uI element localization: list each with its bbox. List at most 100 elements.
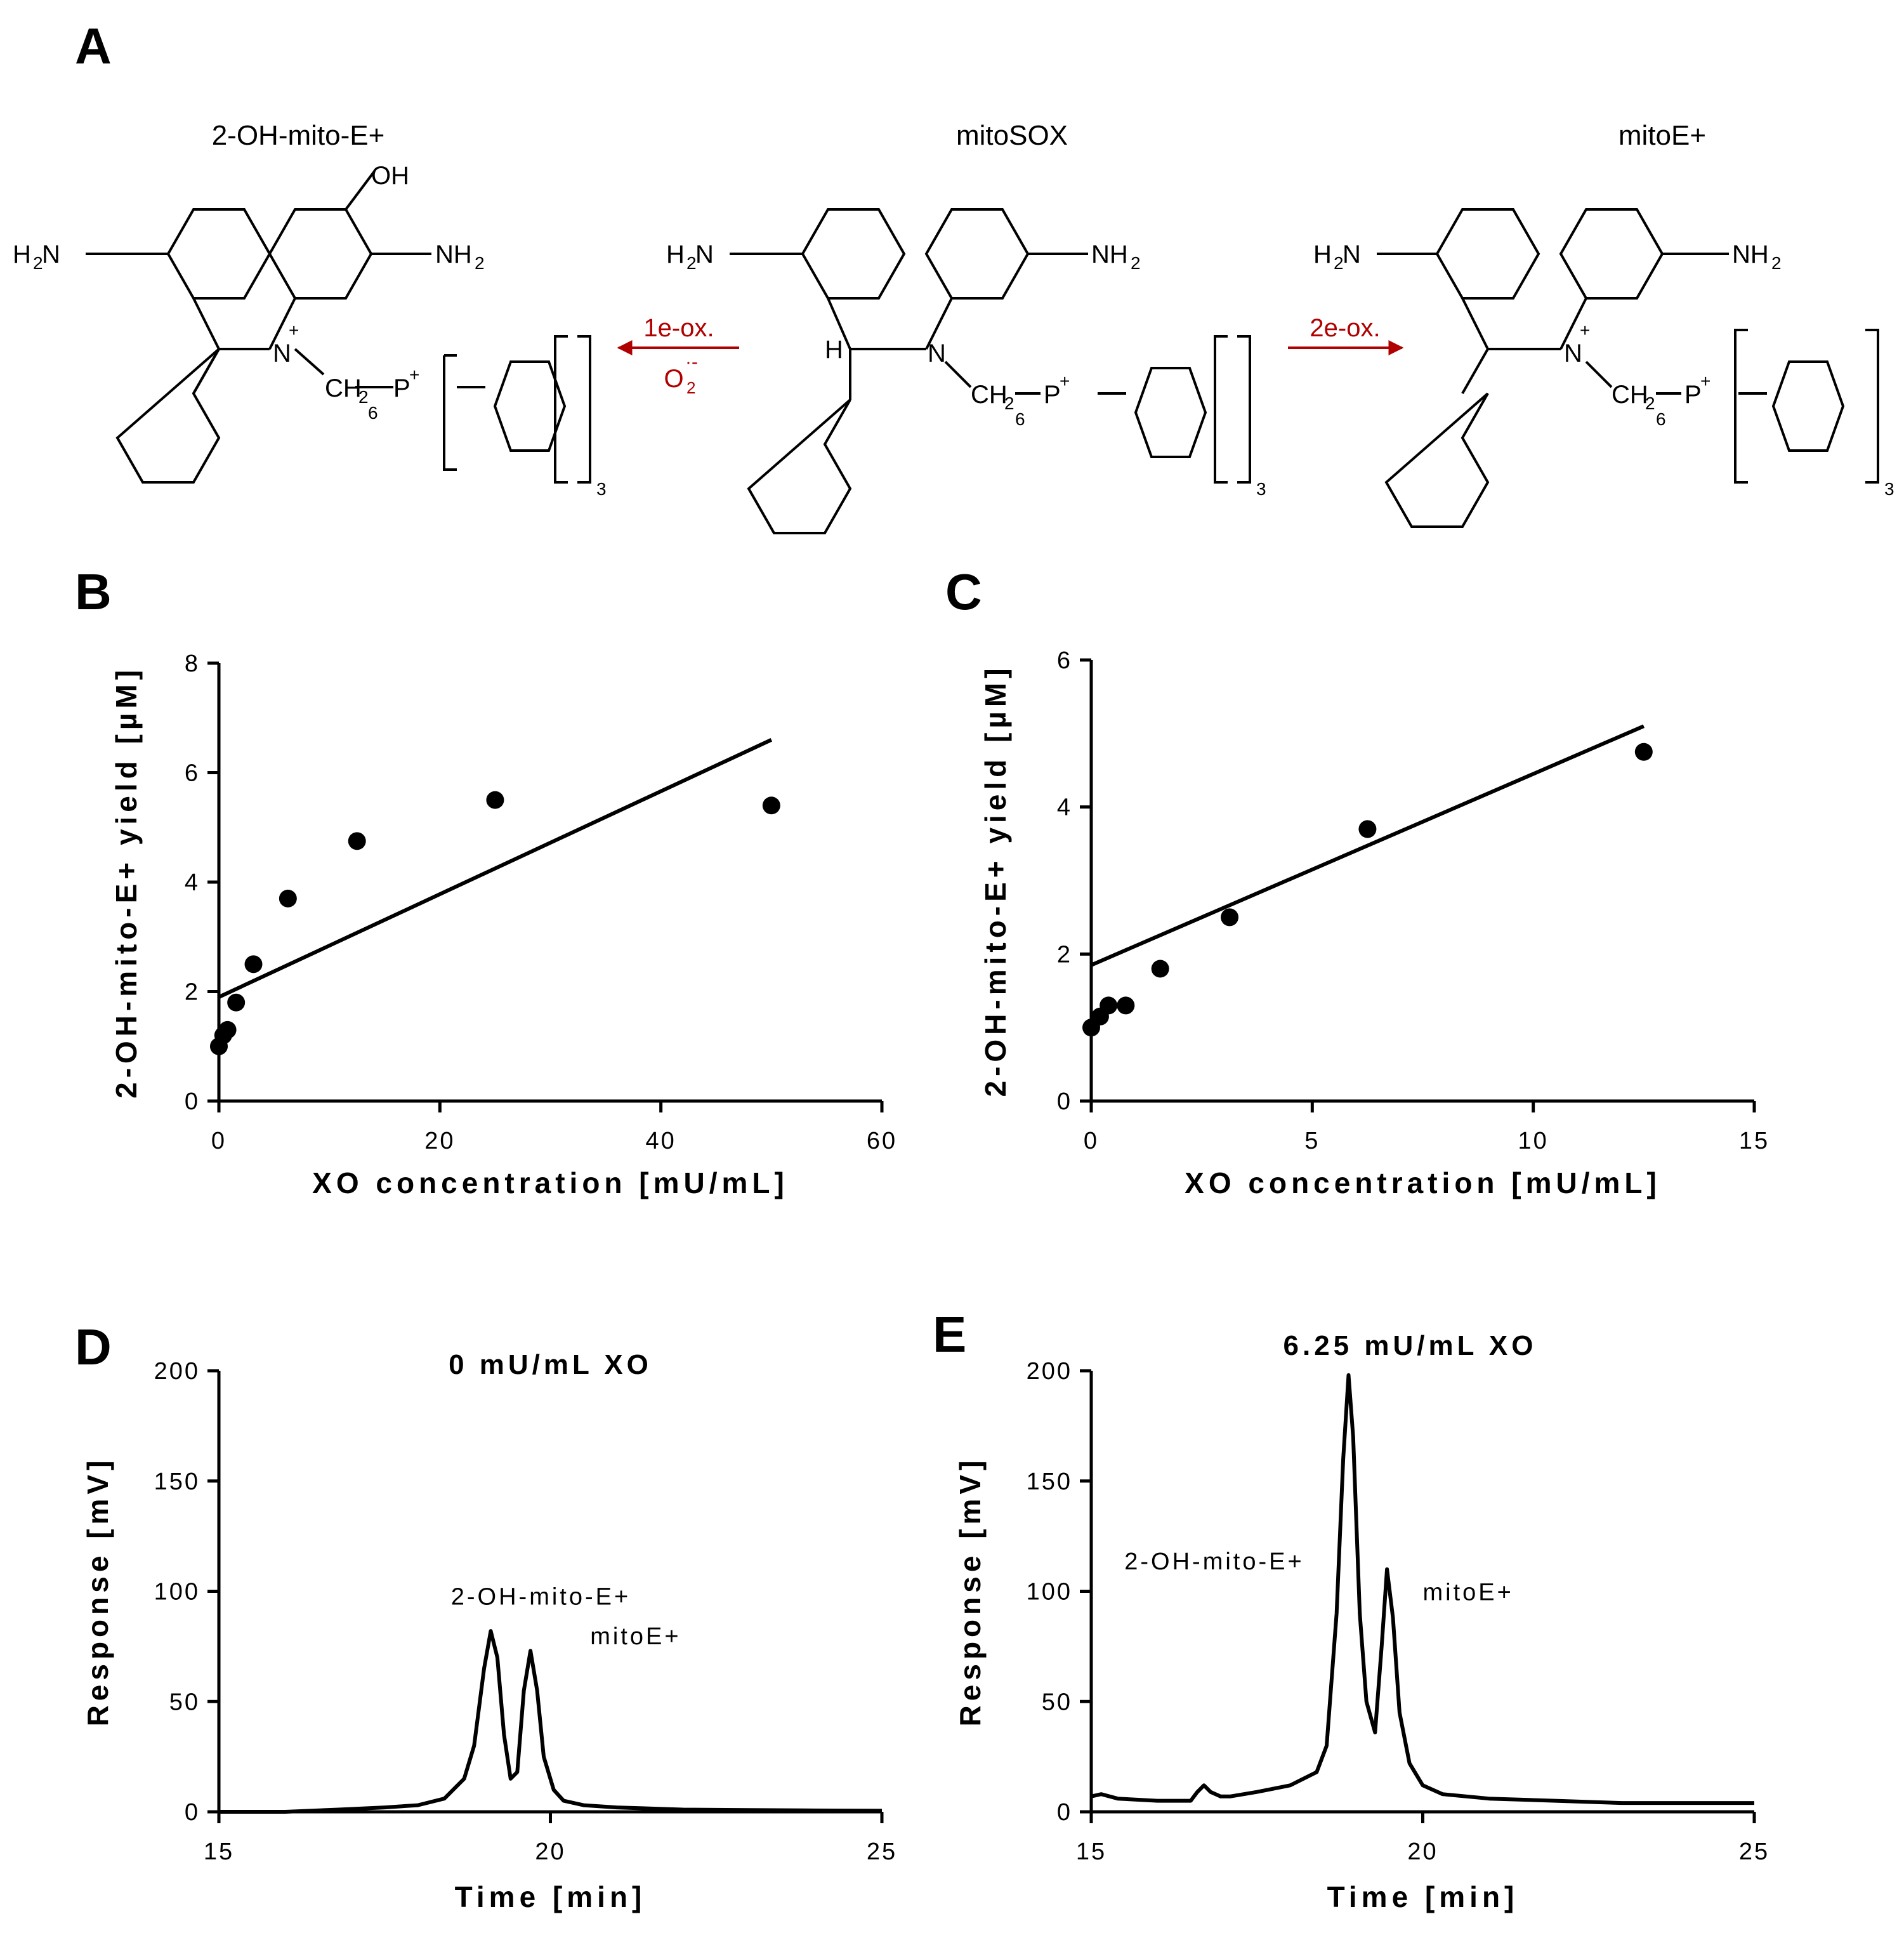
arrow-right-label: 2e-ox. xyxy=(1310,314,1380,342)
y-tick-label: 2 xyxy=(1057,941,1072,968)
atom-label: P xyxy=(1044,381,1061,409)
atom-sub: 3 xyxy=(596,479,607,499)
atom-label: CH xyxy=(971,381,1008,409)
data-point xyxy=(227,993,246,1012)
x-axis-label: Time [min] xyxy=(455,1880,647,1913)
atom-sub: 2 xyxy=(1771,253,1782,273)
structure-mitosox: H 2 N NH 2 H N CH 2 6 P + 3 xyxy=(666,208,1266,534)
atom-label: CH xyxy=(1612,381,1648,409)
atom-label: NH xyxy=(1732,241,1769,268)
y-tick-label: 4 xyxy=(1057,795,1072,821)
data-point xyxy=(348,832,366,850)
atom-sub: 2 xyxy=(1334,253,1344,273)
peak-label: 2-OH-mito-E+ xyxy=(451,1583,631,1610)
y-tick-label: 100 xyxy=(1027,1579,1072,1606)
data-point xyxy=(279,889,297,907)
atom-label: P xyxy=(393,374,410,402)
atom-sub: 2 xyxy=(475,253,485,273)
data-point xyxy=(1221,908,1239,927)
panel-letter-b: B xyxy=(75,564,112,620)
atom-label: H xyxy=(825,336,843,364)
fit-line xyxy=(1090,724,1645,967)
x-tick-label: 15 xyxy=(1076,1838,1106,1865)
atom-label: N xyxy=(695,241,714,268)
atom-sub: 2 xyxy=(1131,253,1141,273)
data-point xyxy=(762,796,780,815)
atom-charge: + xyxy=(1060,371,1070,391)
atom-label: NH xyxy=(435,241,472,268)
chart-c: 0 2 4 6 0 5 10 15 XO concentration [mU/mL] 2-OH-m… xyxy=(979,647,1769,1199)
atom-sub: 2 xyxy=(686,253,697,273)
y-tick-label: 0 xyxy=(185,1088,200,1115)
panel-a: A 2-OH-mito-E+ mitoSOX mitoE+ H 2 N xyxy=(13,18,1894,534)
y-tick-label: 0 xyxy=(185,1799,200,1826)
y-tick-label: 4 xyxy=(185,869,200,896)
panel-letter-d: D xyxy=(75,1319,112,1375)
y-tick-label: 200 xyxy=(1027,1358,1072,1385)
panel-letter-e: E xyxy=(933,1306,966,1363)
atom-sub: 6 xyxy=(368,403,378,423)
panel-d: D 0 50 100 150 200 15 20 25 Time [min] Response [… xyxy=(75,1319,897,1913)
data-point xyxy=(1634,742,1653,761)
data-point xyxy=(1117,996,1135,1015)
data-point xyxy=(1100,996,1118,1015)
peak-label: mitoE+ xyxy=(590,1623,681,1650)
compound-name-center: mitoSOX xyxy=(956,120,1068,151)
x-tick-label: 10 xyxy=(1518,1128,1549,1154)
panel-e: E 0 50 100 150 200 15 20 25 Time [min] Response [… xyxy=(933,1306,1769,1913)
structure-mitoe: H 2 N NH 2 N + CH 2 6 P + 3 xyxy=(1313,208,1894,528)
compound-name-right: mitoE+ xyxy=(1618,120,1706,151)
y-axis-label: Response [mV] xyxy=(954,1456,987,1727)
y-tick-label: 150 xyxy=(1027,1468,1072,1495)
atom-label: N xyxy=(273,340,291,367)
x-tick-label: 15 xyxy=(1739,1128,1769,1154)
fit-line xyxy=(218,738,773,999)
x-tick-label: 0 xyxy=(211,1128,227,1154)
chromatogram-trace xyxy=(219,1629,883,1814)
chart-b: 0 2 4 6 8 0 20 40 60 XO concentration [mU/mL] 2-OH… xyxy=(110,650,897,1199)
data-point xyxy=(244,955,263,973)
atom-label: OH xyxy=(371,162,409,190)
peak-label: 2-OH-mito-E+ xyxy=(1124,1548,1304,1575)
y-tick-label: 6 xyxy=(1057,647,1072,674)
atom-label: H xyxy=(1313,241,1332,268)
atom-label: H xyxy=(666,241,685,268)
data-point xyxy=(1151,960,1169,978)
panel-b: B 0 2 4 6 8 0 20 40 60 XO concentration [mU/mL] 2-… xyxy=(75,564,897,1199)
atom-charge: + xyxy=(1580,320,1590,340)
chromatogram-trace xyxy=(1091,1373,1754,1805)
x-tick-label: 60 xyxy=(867,1128,897,1154)
panel-c: C 0 2 4 6 0 5 10 15 XO concentration [mU/mL] 2-OH… xyxy=(945,564,1769,1199)
arrow-left-reagent-sub: 2 xyxy=(686,378,695,397)
chart-e: 0 50 100 150 200 15 20 25 Time [min] Response [mV… xyxy=(954,1330,1769,1913)
y-tick-label: 100 xyxy=(154,1579,200,1606)
y-tick-label: 0 xyxy=(1057,1799,1072,1826)
x-axis-label: XO concentration [mU/mL] xyxy=(1185,1166,1661,1199)
chart-title: 0 mU/mL XO xyxy=(449,1349,652,1380)
atom-label: N xyxy=(1564,340,1582,367)
x-tick-label: 25 xyxy=(1739,1838,1769,1865)
x-tick-label: 5 xyxy=(1304,1128,1320,1154)
atom-sub: 2 xyxy=(33,253,43,273)
panel-letter-c: C xyxy=(945,564,982,620)
y-tick-label: 6 xyxy=(185,760,200,787)
x-tick-label: 0 xyxy=(1084,1128,1099,1154)
atom-charge: + xyxy=(289,320,299,340)
x-tick-label: 25 xyxy=(867,1838,897,1865)
atom-charge: + xyxy=(409,365,419,385)
atom-label: H xyxy=(13,241,31,268)
y-tick-label: 50 xyxy=(169,1689,200,1715)
atom-charge: + xyxy=(1700,371,1710,391)
compound-name-left: 2-OH-mito-E+ xyxy=(212,120,385,151)
y-axis-label: 2-OH-mito-E+ yield [µM] xyxy=(110,666,143,1099)
x-tick-label: 15 xyxy=(204,1838,234,1865)
atom-sub: 2 xyxy=(1645,393,1655,413)
x-tick-label: 40 xyxy=(646,1128,676,1154)
x-tick-label: 20 xyxy=(424,1128,455,1154)
y-tick-label: 150 xyxy=(154,1468,200,1495)
x-axis-label: XO concentration [mU/mL] xyxy=(312,1166,789,1199)
arrow-left-label: 1e-ox. xyxy=(643,314,714,342)
data-point xyxy=(486,791,504,809)
arrow-left-reagent-sup: ·- xyxy=(685,352,698,373)
atom-sub: 6 xyxy=(1656,409,1666,429)
